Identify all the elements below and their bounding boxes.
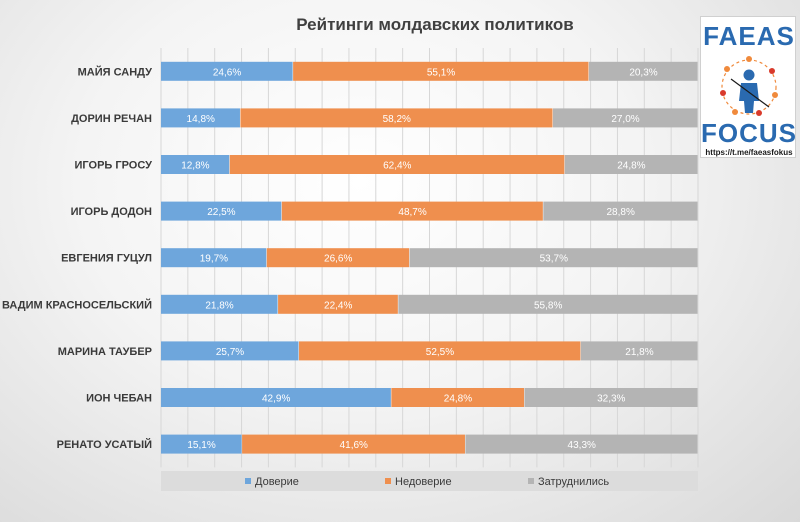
bar-segment-undecided xyxy=(564,155,698,174)
data-label: 42,9% xyxy=(262,394,290,405)
bar-segment-undecided xyxy=(553,108,698,128)
legend-box xyxy=(161,471,698,491)
bar-segment-distrust xyxy=(281,201,543,221)
data-label: 12,8% xyxy=(181,161,209,172)
bar-segment-trust xyxy=(161,61,293,81)
bar-segment-trust xyxy=(161,388,391,407)
data-label: 48,7% xyxy=(398,207,426,218)
telegram-link[interactable]: https://t.me/faeasfokus xyxy=(705,148,793,157)
bar-segment-undecided xyxy=(524,388,698,407)
data-label: 58,2% xyxy=(383,114,411,125)
bar-segment-trust xyxy=(161,294,278,314)
bar-segment-trust xyxy=(161,201,282,221)
data-label: 24,8% xyxy=(617,161,645,172)
bar-segment-trust xyxy=(161,434,242,454)
bars: 24,6% 55,1% 20,3% 14,8% 58,2% 27,0% 12,8% 62,4%… xyxy=(161,61,698,454)
data-label: 22,5% xyxy=(207,207,235,218)
data-label: 32,3% xyxy=(597,394,625,405)
data-label: 26,6% xyxy=(324,254,352,265)
bar-segment-distrust xyxy=(240,108,553,128)
category-label: ЕВГЕНИЯ ГУЦУЛ xyxy=(61,253,152,265)
data-label: 24,6% xyxy=(213,67,241,78)
category-label: ИОН ЧЕБАН xyxy=(86,393,152,405)
bar-segment-undecided xyxy=(465,434,698,454)
bar-segment-distrust xyxy=(278,294,398,314)
category-label: ДОРИН РЕЧАН xyxy=(71,113,152,125)
legend-label: Недоверие xyxy=(395,476,452,488)
data-label: 53,7% xyxy=(540,254,568,265)
category-labels: МАЙЯ САНДУ ДОРИН РЕЧАН ИГОРЬ ГРОСУ ИГОРЬ ДО… xyxy=(2,65,152,451)
bar-segment-distrust xyxy=(266,248,410,268)
bar-segment-distrust xyxy=(391,388,525,407)
data-label: 41,6% xyxy=(340,440,368,451)
category-label: МАЙЯ САНДУ xyxy=(78,65,153,78)
data-label: 55,1% xyxy=(427,67,455,78)
logo-word-bottom: FOCUS xyxy=(701,118,797,148)
bar-segment-distrust xyxy=(293,61,589,81)
data-label: 62,4% xyxy=(383,161,411,172)
logo-word-top: FAEAS xyxy=(703,21,795,51)
category-label: ИГОРЬ ДОДОН xyxy=(71,206,152,218)
bar-segment-undecided xyxy=(409,248,698,268)
data-label: 21,8% xyxy=(205,300,233,311)
bar-segment-trust xyxy=(161,108,240,128)
category-label: МАРИНА ТАУБЕР xyxy=(58,346,152,358)
legend-label: Затруднились xyxy=(538,476,609,488)
data-label: 28,8% xyxy=(606,207,634,218)
bar-segment-undecided xyxy=(398,294,698,314)
logo-graphic xyxy=(720,56,778,116)
data-label: 52,5% xyxy=(426,347,454,358)
bar-segment-distrust xyxy=(242,434,465,454)
legend-label: Доверие xyxy=(255,476,299,488)
data-label: 22,4% xyxy=(324,300,352,311)
legend: Доверие Недоверие Затруднились xyxy=(161,471,698,491)
legend-swatch xyxy=(245,478,251,484)
data-label: 55,8% xyxy=(534,300,562,311)
data-label: 24,8% xyxy=(444,394,472,405)
bar-segment-trust xyxy=(161,155,230,174)
bar-segment-trust xyxy=(161,248,267,268)
legend-swatch xyxy=(528,478,534,484)
category-label: РЕНАТО УСАТЫЙ xyxy=(57,438,152,451)
data-label: 43,3% xyxy=(568,440,596,451)
data-label: 20,3% xyxy=(629,67,657,78)
bar-segment-trust xyxy=(161,341,299,361)
category-label: ИГОРЬ ГРОСУ xyxy=(75,160,153,172)
legend-swatch xyxy=(385,478,391,484)
data-label: 14,8% xyxy=(187,114,215,125)
logo: FAEAS FOCUS https://t.me/faeasfokus xyxy=(700,16,796,158)
bar-segment-distrust xyxy=(299,341,581,361)
data-label: 19,7% xyxy=(200,254,228,265)
bar-segment-undecided xyxy=(588,61,698,81)
data-label: 27,0% xyxy=(611,114,639,125)
data-label: 15,1% xyxy=(187,440,215,451)
bar-segment-distrust xyxy=(229,155,565,174)
category-label: ВАДИМ КРАСНОСЕЛЬСКИЙ xyxy=(2,298,152,311)
data-label: 25,7% xyxy=(216,347,244,358)
chart-title: Рейтинги молдавских политиков xyxy=(296,15,573,34)
bar-segment-undecided xyxy=(543,201,698,221)
data-label: 21,8% xyxy=(625,347,653,358)
bar-segment-undecided xyxy=(580,341,698,361)
